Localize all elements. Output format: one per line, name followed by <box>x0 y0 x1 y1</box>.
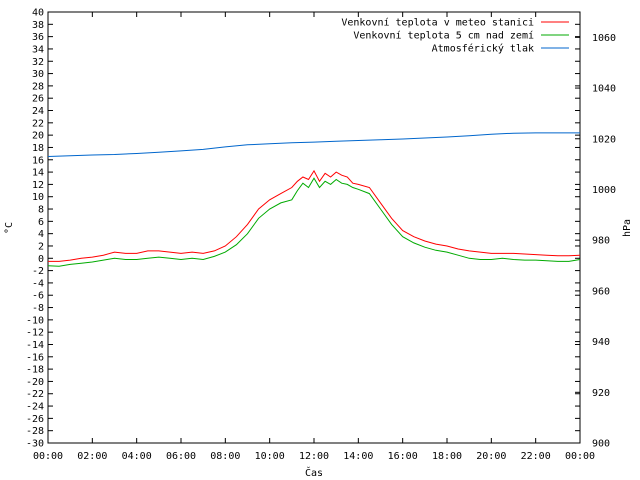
y-left-tick-label: -18 <box>26 365 44 376</box>
y-left-tick-label: -14 <box>26 340 44 351</box>
left-axis: -30-28-26-24-22-20-18-16-14-12-10-8-6-4-… <box>26 8 580 450</box>
y-left-tick-label: 34 <box>32 44 44 55</box>
right-axis: 900 920 940 960 980 1000 1020 1040 1060 <box>575 33 616 450</box>
y-left-tick-label: 38 <box>32 20 44 31</box>
y-left-tick-label: -22 <box>26 389 44 400</box>
x-tick-label: 20:00 <box>476 451 506 462</box>
legend: Venkovní teplota v meteo staniciVenkovní… <box>341 17 569 55</box>
y-left-tick-label: 8 <box>38 205 44 216</box>
y-right-tick-label: 1000 <box>592 185 616 196</box>
y-left-tick-label: 4 <box>38 229 44 240</box>
y-left-tick-label: -8 <box>32 303 44 314</box>
x-axis: 00:00 02:00 04:00 06:00 08:00 10:00 12:00 14:00… <box>33 12 595 462</box>
y-left-tick-label: 22 <box>32 118 44 129</box>
y-left-tick-label: 0 <box>38 254 44 265</box>
series-lines <box>47 132 581 267</box>
y-right-tick-label: 1040 <box>592 84 616 95</box>
y-left-tick-label: 20 <box>32 131 44 142</box>
y-left-tick-label: -24 <box>26 402 44 413</box>
series-line <box>47 132 580 157</box>
y-left-tick-label: -28 <box>26 426 44 437</box>
y-left-tick-label: 30 <box>32 69 44 80</box>
y-axis-right-label: hPa <box>622 219 633 237</box>
y-left-tick-label: -6 <box>32 291 44 302</box>
x-tick-label: 14:00 <box>343 451 373 462</box>
y-left-tick-label: 2 <box>38 241 44 252</box>
y-left-tick-label: 24 <box>32 106 44 117</box>
legend-label: Venkovní teplota 5 cm nad zemí <box>353 30 534 42</box>
x-axis-label: Čas <box>305 466 323 479</box>
x-tick-label: 22:00 <box>521 451 551 462</box>
y-left-tick-label: 26 <box>32 94 44 105</box>
x-tick-label: 00:00 <box>33 451 63 462</box>
y-left-tick-label: -26 <box>26 414 44 425</box>
y-right-tick-label: 960 <box>592 286 610 297</box>
y-left-tick-label: -16 <box>26 352 44 363</box>
x-tick-label: 08:00 <box>210 451 240 462</box>
y-left-tick-label: 10 <box>32 192 44 203</box>
y-right-tick-label: 1020 <box>592 134 616 145</box>
series-line <box>48 169 581 262</box>
x-tick-label: 18:00 <box>432 451 462 462</box>
y-axis-left-label: °C <box>4 222 15 234</box>
series-line <box>47 177 581 267</box>
y-left-tick-label: 14 <box>32 168 44 179</box>
y-right-tick-label: 1060 <box>592 33 616 44</box>
y-left-tick-label: 12 <box>32 180 44 191</box>
legend-label: Atmosférický tlak <box>432 43 534 55</box>
y-left-tick-label: 40 <box>32 8 44 19</box>
y-left-tick-label: -20 <box>26 377 44 388</box>
plot-frame <box>47 11 581 444</box>
x-tick-label: 00:00 <box>565 451 595 462</box>
y-left-tick-label: -2 <box>32 266 44 277</box>
x-tick-label: 02:00 <box>77 451 107 462</box>
y-right-tick-label: 940 <box>592 337 610 348</box>
y-left-tick-label: -12 <box>26 328 44 339</box>
y-right-tick-label: 920 <box>592 388 610 399</box>
x-tick-label: 16:00 <box>388 451 418 462</box>
y-left-tick-label: 18 <box>32 143 44 154</box>
y-left-tick-label: -10 <box>26 315 44 326</box>
y-left-tick-label: 16 <box>32 155 44 166</box>
y-left-tick-label: 28 <box>32 81 44 92</box>
x-tick-label: 06:00 <box>166 451 196 462</box>
x-tick-label: 10:00 <box>255 451 285 462</box>
x-tick-label: 12:00 <box>299 451 329 462</box>
y-left-tick-label: 32 <box>32 57 44 68</box>
y-left-tick-label: 36 <box>32 32 44 43</box>
legend-label: Venkovní teplota v meteo stanici <box>341 17 534 29</box>
x-tick-label: 04:00 <box>122 451 152 462</box>
y-right-tick-label: 980 <box>592 236 610 247</box>
y-left-tick-label: -30 <box>26 439 44 450</box>
y-left-tick-label: 6 <box>38 217 44 228</box>
y-right-tick-label: 900 <box>592 439 610 450</box>
y-left-tick-label: -4 <box>32 278 44 289</box>
